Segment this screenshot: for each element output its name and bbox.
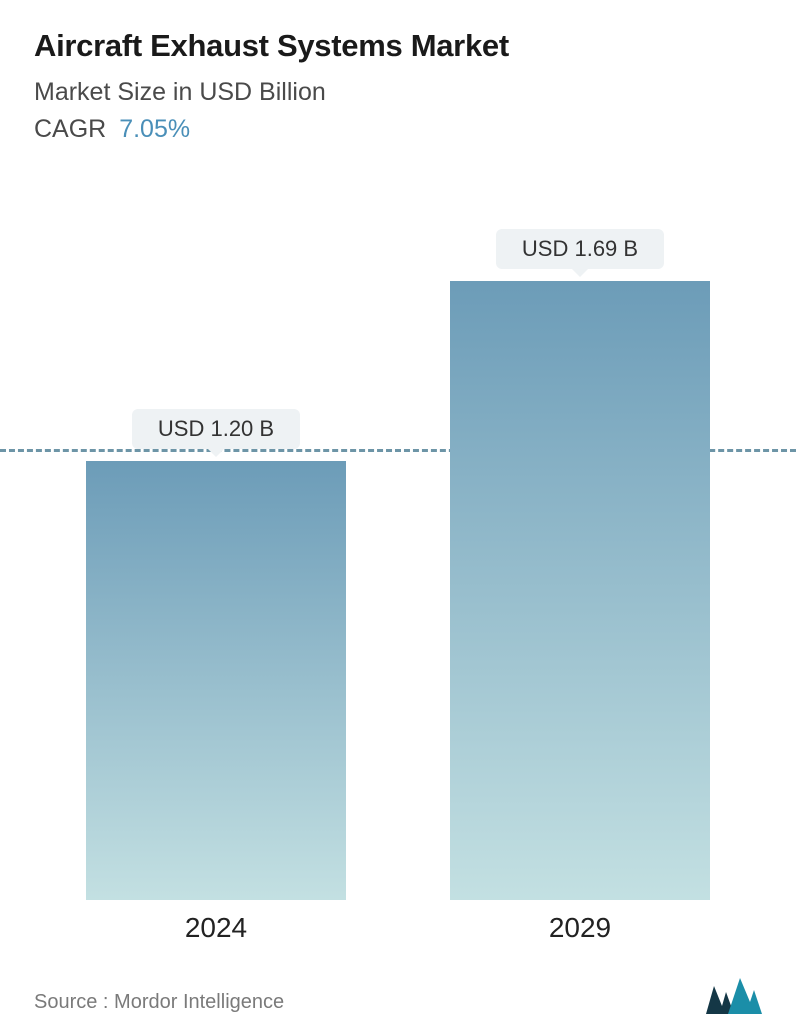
bar-group: USD 1.20 B USD 1.69 B xyxy=(34,174,762,900)
bar-slot-2024: USD 1.20 B xyxy=(86,409,346,900)
value-label-2029: USD 1.69 B xyxy=(496,229,664,269)
bar-2029 xyxy=(450,281,710,900)
chart-container: Aircraft Exhaust Systems Market Market S… xyxy=(0,0,796,1034)
cagr-row: CAGR 7.05% xyxy=(34,115,762,144)
source-text: Source : Mordor Intelligence xyxy=(34,991,284,1014)
page-title: Aircraft Exhaust Systems Market xyxy=(34,28,762,64)
xlabel-2029: 2029 xyxy=(450,912,710,944)
bar-slot-2029: USD 1.69 B xyxy=(450,229,710,900)
chart-footer: Source : Mordor Intelligence xyxy=(34,970,762,1014)
chart-area: USD 1.20 B USD 1.69 B xyxy=(34,174,762,900)
xlabel-2024: 2024 xyxy=(86,912,346,944)
x-axis-labels: 2024 2029 xyxy=(34,912,762,944)
cagr-label: CAGR xyxy=(34,115,106,143)
value-label-2024: USD 1.20 B xyxy=(132,409,300,449)
mordor-logo-icon xyxy=(706,976,762,1014)
chart-subtitle: Market Size in USD Billion xyxy=(34,78,762,107)
bar-2024 xyxy=(86,461,346,900)
cagr-value: 7.05% xyxy=(119,115,190,143)
